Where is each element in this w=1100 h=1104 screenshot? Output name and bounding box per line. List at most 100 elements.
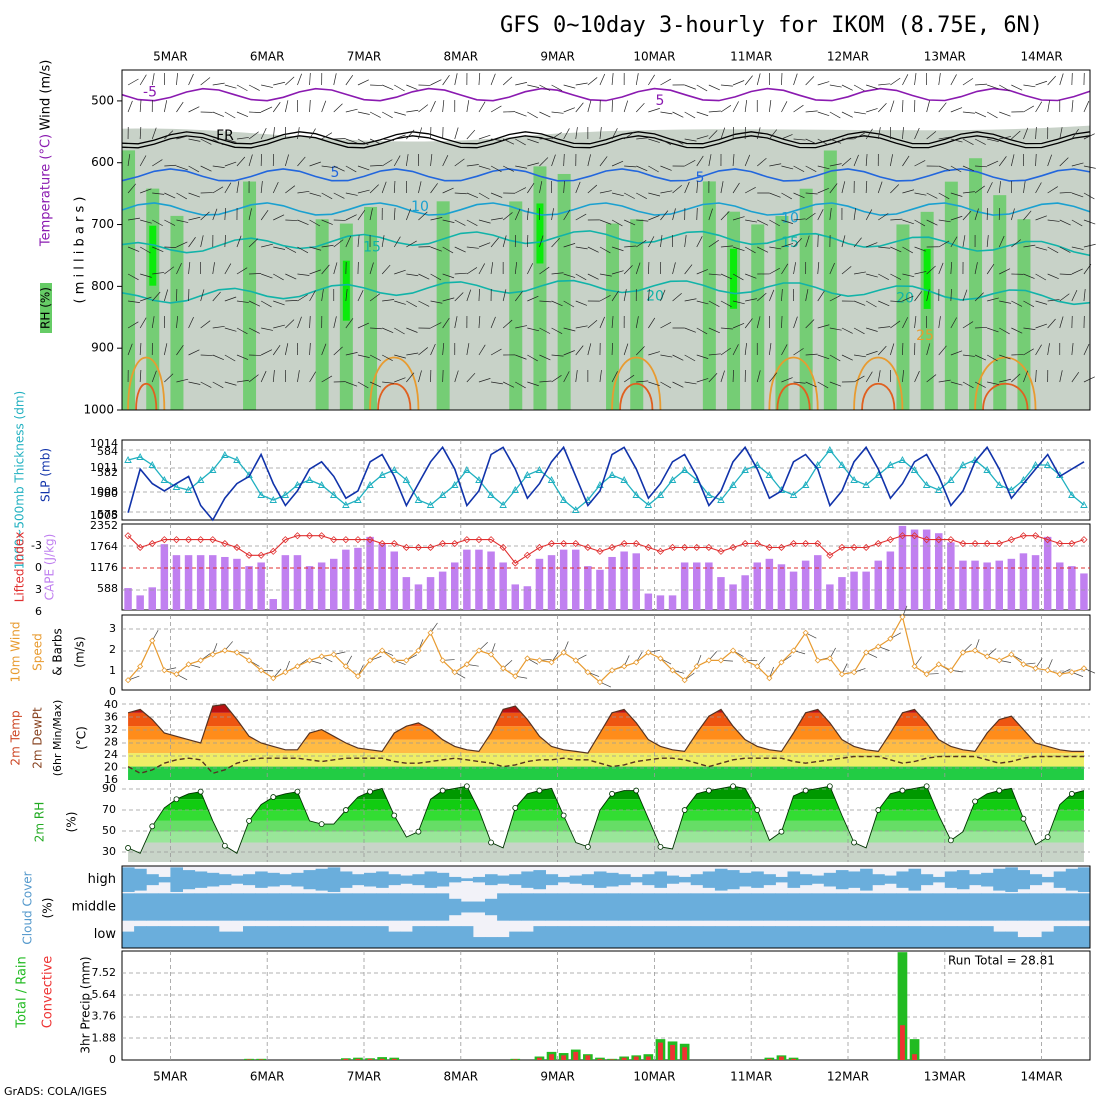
cloud-cell-high — [340, 871, 353, 887]
date-bottom-10MAR: 10MAR — [633, 1070, 675, 1084]
cloud-cell-high — [763, 874, 776, 885]
cloud-cell-middle — [376, 893, 389, 920]
precip-conv-bar — [682, 1047, 687, 1060]
cape-tick-1764: 1764 — [90, 540, 118, 553]
wind10-point — [162, 668, 167, 673]
cloud-cell-low — [231, 932, 244, 948]
rh2m-point — [997, 788, 1002, 793]
rh-moist-band — [751, 224, 764, 410]
cloud-cell-high — [642, 874, 655, 885]
slp-tick-1011: 1011 — [90, 461, 118, 474]
precip-tick-1.88: 1.88 — [92, 1031, 117, 1044]
cloud-cell-middle — [219, 893, 232, 920]
cape-bar — [233, 559, 241, 610]
cloud-cell-middle — [667, 893, 680, 920]
cloud-cell-high — [207, 873, 220, 887]
wind10-tick-3: 3 — [109, 622, 116, 635]
rh2m-point — [174, 797, 179, 802]
cloud-cell-low — [279, 926, 292, 948]
cloud-cell-middle — [497, 893, 510, 920]
cloud-cell-middle — [993, 893, 1006, 920]
cloud-cell-high — [158, 877, 171, 882]
t2m-tick-32: 32 — [104, 723, 118, 736]
wind10-label-1: 10m Wind — [9, 622, 23, 683]
cloud-cell-high — [1030, 874, 1043, 885]
wind10-point — [150, 638, 155, 643]
cloud-cell-low — [691, 926, 704, 948]
precip-conv-bar — [610, 1059, 615, 1060]
cloud-cell-low — [461, 926, 474, 948]
cloud-cell-low — [340, 926, 353, 948]
cloud-cell-middle — [183, 893, 196, 920]
rh2m-point — [513, 805, 518, 810]
wind10-speed-line — [128, 617, 1084, 682]
cloud-cell-middle — [267, 893, 280, 920]
rh-moist-band — [703, 181, 716, 410]
cloud-cell-high — [146, 874, 159, 885]
cloud-cell-low — [521, 932, 534, 948]
cloud-cell-high — [521, 871, 534, 887]
cloud-cell-low — [316, 926, 329, 948]
cloud-cell-low — [1005, 932, 1018, 948]
cloud-cell-high — [921, 874, 934, 885]
cloud-cell-middle — [291, 893, 304, 920]
cape-bar — [645, 594, 653, 610]
temp-label-5c: 5 — [696, 170, 705, 186]
cloud-cell-high — [618, 874, 631, 885]
precip-label-1: Total / Rain — [15, 956, 30, 1029]
cloud-cell-high — [170, 867, 183, 892]
cape-bar — [318, 562, 326, 610]
cape-bar — [572, 550, 580, 610]
wind10-point — [537, 658, 542, 663]
cloud-cell-high — [328, 867, 341, 892]
cloud-cell-low — [473, 937, 486, 948]
rh-saturated-band — [343, 261, 350, 321]
cape-bar — [826, 584, 834, 610]
cloud-cell-middle — [751, 893, 764, 920]
cloud-cell-low — [836, 926, 849, 948]
cloud-cell-low — [437, 926, 450, 948]
cape-bar — [536, 559, 544, 610]
cloud-cell-low — [146, 926, 159, 948]
cape-bar — [354, 548, 362, 610]
cloud-cell-middle — [279, 893, 292, 920]
cloud-cell-middle — [146, 893, 159, 920]
rh2m-tick-70: 70 — [102, 803, 116, 816]
li-tick-0: 0 — [35, 561, 42, 574]
cloud-cell-low — [485, 937, 498, 948]
wind10-point — [210, 652, 215, 657]
rh2m-point — [1021, 816, 1026, 821]
date-bottom-13MAR: 13MAR — [924, 1070, 966, 1084]
cape-bar — [741, 575, 749, 610]
cloud-cell-middle — [763, 893, 776, 920]
cloud-cell-low — [582, 926, 595, 948]
rh2m-point — [319, 822, 324, 827]
cloud-cell-middle — [884, 893, 897, 920]
cloud-cell-high — [243, 874, 256, 885]
cloud-cell-middle — [558, 893, 571, 920]
t2m-label-2: 2m DewPt — [31, 707, 45, 769]
cloud-cell-middle — [316, 893, 329, 920]
cloud-cell-low — [1030, 937, 1043, 948]
cape-bar — [693, 562, 701, 610]
rh2m-point — [392, 813, 397, 818]
cloud-cell-low — [219, 932, 232, 948]
cape-bar — [838, 577, 846, 610]
rh2m-point — [585, 844, 590, 849]
cloud-cell-middle — [1078, 893, 1091, 920]
rh-axis-label: RH (%) — [39, 287, 53, 329]
cloud-cell-high — [219, 874, 232, 885]
rh2m-point — [731, 784, 736, 789]
cloud-cell-middle — [207, 893, 220, 920]
cloud-cell-middle — [618, 893, 631, 920]
cloud-cell-middle — [1017, 893, 1030, 920]
cloud-cell-low — [376, 926, 389, 948]
cloud-cell-high — [691, 874, 704, 885]
li-tick-6: 6 — [35, 605, 42, 618]
precip-conv-bar — [622, 1058, 627, 1060]
cloud-cell-high — [945, 871, 958, 887]
wind10-label-2: Speed — [31, 633, 45, 671]
cloud-cell-middle — [630, 893, 643, 920]
cape-tick-2352: 2352 — [90, 519, 118, 532]
cloud-cell-high — [497, 876, 510, 884]
